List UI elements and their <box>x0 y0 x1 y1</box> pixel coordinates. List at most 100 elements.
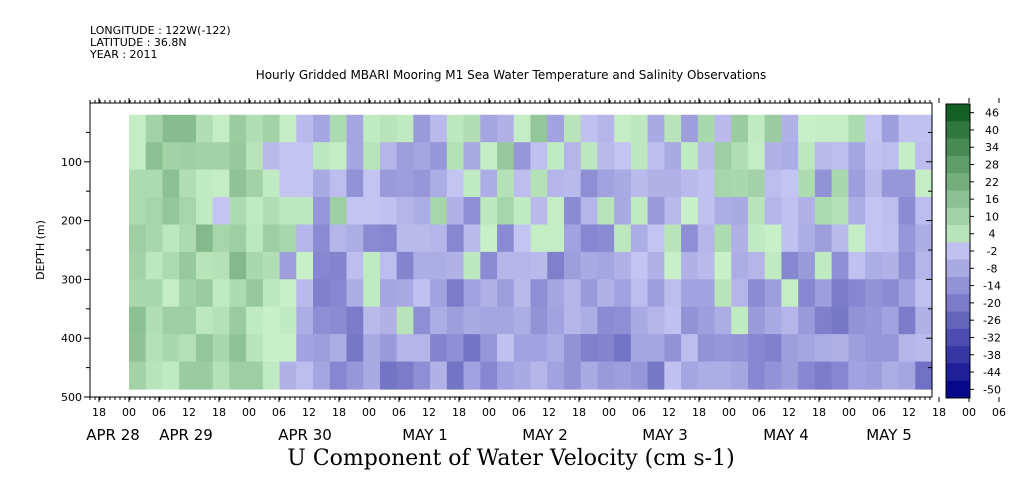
heatmap-cell <box>681 279 699 308</box>
heatmap-cell <box>296 224 314 253</box>
heatmap-cell <box>313 279 331 308</box>
heatmap-cell <box>731 251 749 280</box>
heatmap-cell <box>848 251 866 280</box>
heatmap-cell <box>530 306 548 335</box>
heatmap-cell <box>881 224 900 253</box>
heatmap-cell <box>563 142 582 171</box>
heatmap-cell <box>413 197 431 226</box>
heatmap-cell <box>831 142 849 171</box>
heatmap-cell <box>915 114 933 143</box>
colorbar-label: 22 <box>985 176 999 189</box>
heatmap-cell <box>848 334 866 363</box>
heatmap-cell <box>129 334 147 363</box>
heatmap-cell <box>463 142 481 171</box>
heatmap-cell <box>162 361 180 390</box>
heatmap-cell <box>547 114 565 143</box>
heatmap-cell <box>229 169 247 198</box>
heatmap-cell <box>580 169 599 198</box>
x-hour-tick-label: 12 <box>542 406 556 419</box>
heatmap-cell <box>497 361 515 390</box>
x-hour-tick-label: 06 <box>992 406 1006 419</box>
colorbar-label: 16 <box>985 193 999 206</box>
colorbar-band <box>946 294 970 312</box>
heatmap-cell <box>614 251 632 280</box>
heatmap-cell <box>898 142 916 171</box>
heatmap-cell <box>714 169 732 198</box>
heatmap-cell <box>262 279 281 308</box>
x-hour-tick-label: 06 <box>632 406 646 419</box>
heatmap-cell <box>179 251 197 280</box>
heatmap-cell <box>145 334 164 363</box>
heatmap-cell <box>898 169 916 198</box>
heatmap-cell <box>563 224 582 253</box>
colorbar-label: -14 <box>983 280 1001 293</box>
heatmap-cell <box>262 142 281 171</box>
heatmap-cell <box>379 197 398 226</box>
heatmap-cell <box>480 306 498 335</box>
y-tick-label: 100 <box>61 156 82 169</box>
heatmap-cell <box>195 306 214 335</box>
heatmap-cell <box>764 361 783 390</box>
heatmap-cell <box>547 361 565 390</box>
heatmap-cell <box>547 169 565 198</box>
heatmap-cell <box>296 142 314 171</box>
heatmap-cell <box>396 251 414 280</box>
heatmap-cell <box>915 279 933 308</box>
heatmap-cell <box>246 306 264 335</box>
heatmap-cell <box>513 361 532 390</box>
heatmap-cell <box>614 169 632 198</box>
heatmap-cell <box>848 361 866 390</box>
heatmap-cell <box>129 361 147 390</box>
heatmap-cell <box>296 169 314 198</box>
heatmap-cell <box>881 169 900 198</box>
heatmap-cell <box>179 361 197 390</box>
heatmap-cell <box>865 334 883 363</box>
heatmap-cell <box>831 169 849 198</box>
heatmap-cell <box>814 114 833 143</box>
heatmap-cell <box>597 142 615 171</box>
heatmap-cell <box>798 169 816 198</box>
heatmap-cell <box>714 251 732 280</box>
heatmap-cell <box>313 142 331 171</box>
heatmap-cell <box>597 114 615 143</box>
heatmap-cell <box>881 361 900 390</box>
heatmap-cell <box>363 169 381 198</box>
y-axis-title: DEPTH (m) <box>34 220 47 280</box>
heatmap-cell <box>145 279 164 308</box>
heatmap-cell <box>313 224 331 253</box>
heatmap-cell <box>363 334 381 363</box>
heatmap-cell <box>162 334 180 363</box>
heatmap-cell <box>246 169 264 198</box>
colorbar-band <box>946 121 970 139</box>
heatmap-cell <box>329 142 348 171</box>
heatmap-cell <box>346 114 364 143</box>
heatmap-cell <box>848 169 866 198</box>
heatmap-cell <box>614 361 632 390</box>
heatmap-cell <box>513 306 532 335</box>
heatmap-cell <box>145 224 164 253</box>
heatmap-cell <box>195 334 214 363</box>
heatmap-cell <box>814 279 833 308</box>
heatmap-cell <box>647 306 665 335</box>
heatmap-cell <box>714 114 732 143</box>
heatmap-cell <box>563 169 582 198</box>
heatmap-cell <box>296 279 314 308</box>
heatmap-cell <box>898 224 916 253</box>
heatmap-cell <box>296 306 314 335</box>
heatmap-cell <box>764 334 783 363</box>
heatmap-cell <box>262 169 281 198</box>
heatmap-cell <box>781 334 799 363</box>
heatmap-cell <box>513 224 532 253</box>
heatmap-cell <box>630 306 649 335</box>
heatmap-cell <box>129 142 147 171</box>
heatmap-cell <box>212 142 230 171</box>
heatmap-cell <box>831 114 849 143</box>
heatmap-cell <box>664 142 682 171</box>
heatmap-cell <box>614 306 632 335</box>
colorbar-band <box>946 363 970 382</box>
heatmap-cell <box>881 142 900 171</box>
heatmap-cell <box>446 279 465 308</box>
heatmap-cell <box>563 251 582 280</box>
y-tick-label: 500 <box>61 391 82 404</box>
heatmap-cell <box>630 279 649 308</box>
